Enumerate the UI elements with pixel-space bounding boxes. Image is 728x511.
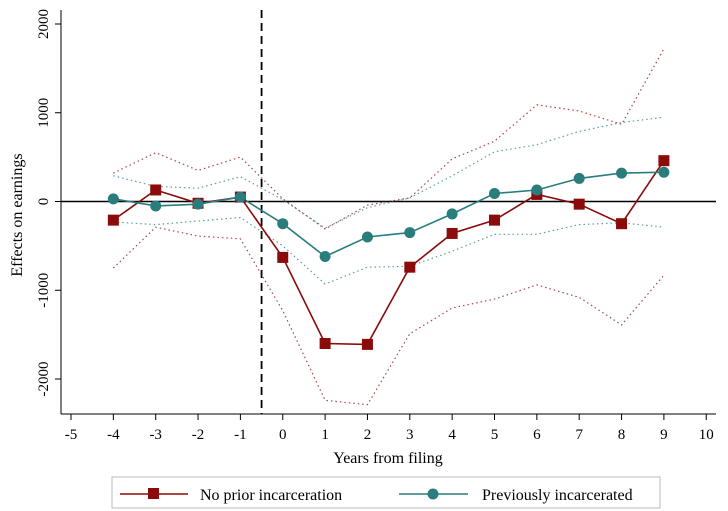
data-point-no-prior: [658, 155, 670, 167]
y-tick-label: 0: [36, 198, 52, 206]
data-point-no-prior: [361, 338, 373, 350]
x-tick-label: -2: [192, 427, 205, 443]
data-point-previously: [404, 227, 416, 239]
ci-lower-no-prior: [112, 226, 665, 406]
series-lines: [112, 160, 665, 346]
x-tick-label: 5: [491, 427, 499, 443]
legend-box: [111, 476, 661, 509]
data-point-previously: [489, 188, 500, 200]
x-tick-label: 6: [533, 427, 541, 443]
axes: -5 -4 -3 -2 -1 0 1 2 3 4 5 6 7 8 9 10 -2000 -1000 0 1000 200…: [36, 9, 716, 443]
data-point-previously: [192, 198, 204, 210]
data-point-no-prior: [404, 261, 416, 273]
x-tick-label: 10: [699, 427, 714, 443]
data-point-previously: [107, 193, 119, 205]
x-tick-label: 4: [448, 427, 456, 443]
legend-marker-no-prior: [148, 488, 159, 499]
x-tick-label: 8: [618, 427, 626, 443]
x-tick-label: 2: [364, 427, 372, 443]
x-tick-label: 1: [321, 427, 329, 443]
data-point-previously: [234, 191, 246, 203]
x-tick-label: 9: [660, 427, 668, 443]
y-axis-title: Effects on earnings: [9, 153, 26, 276]
data-point-no-prior: [107, 214, 119, 226]
ci-upper-no-prior: [113, 48, 665, 230]
reference-lines: [61, 10, 716, 414]
y-tick-label: -2000: [36, 362, 52, 397]
data-point-previously: [319, 251, 331, 263]
x-tick-label: -5: [65, 427, 78, 443]
data-point-no-prior: [446, 227, 458, 239]
ci-upper-previously: [113, 116, 664, 229]
legend: No prior incarceration Previously incarc…: [111, 476, 661, 509]
x-tick-label: 7: [575, 427, 583, 443]
data-point-no-prior: [319, 338, 331, 349]
series-line-no-prior: [112, 160, 665, 346]
series-markers: [107, 155, 670, 350]
data-point-no-prior: [277, 251, 289, 263]
y-tick-label: 1000: [36, 98, 52, 128]
x-tick-label: 0: [279, 427, 287, 443]
y-tick-label: 2000: [36, 9, 52, 39]
y-tick-label: -1000: [36, 273, 52, 308]
legend-label-no-prior: No prior incarceration: [200, 487, 342, 504]
legend-marker-previously: [427, 488, 439, 500]
data-point-no-prior: [616, 218, 628, 230]
x-tick-label: 3: [406, 427, 414, 443]
x-axis-title: Years from filing: [333, 450, 442, 467]
data-point-previously: [361, 231, 373, 243]
data-point-previously: [277, 218, 289, 230]
x-tick-label: -3: [149, 427, 162, 443]
series-line-previously: [113, 171, 664, 258]
legend-label-previously: Previously incarcerated: [482, 487, 633, 504]
x-tick-label: -4: [107, 427, 120, 443]
data-point-previously: [573, 172, 585, 184]
data-point-previously: [658, 166, 670, 178]
data-point-no-prior: [489, 214, 500, 226]
data-point-previously: [446, 208, 458, 220]
x-tick-label: -1: [234, 427, 247, 443]
ci-lower-previously: [113, 216, 664, 285]
data-point-previously: [150, 200, 162, 212]
data-point-previously: [531, 184, 543, 196]
data-point-no-prior: [573, 198, 585, 210]
data-point-previously: [616, 167, 628, 179]
data-point-no-prior: [150, 184, 162, 196]
confidence-bands: [112, 48, 665, 406]
